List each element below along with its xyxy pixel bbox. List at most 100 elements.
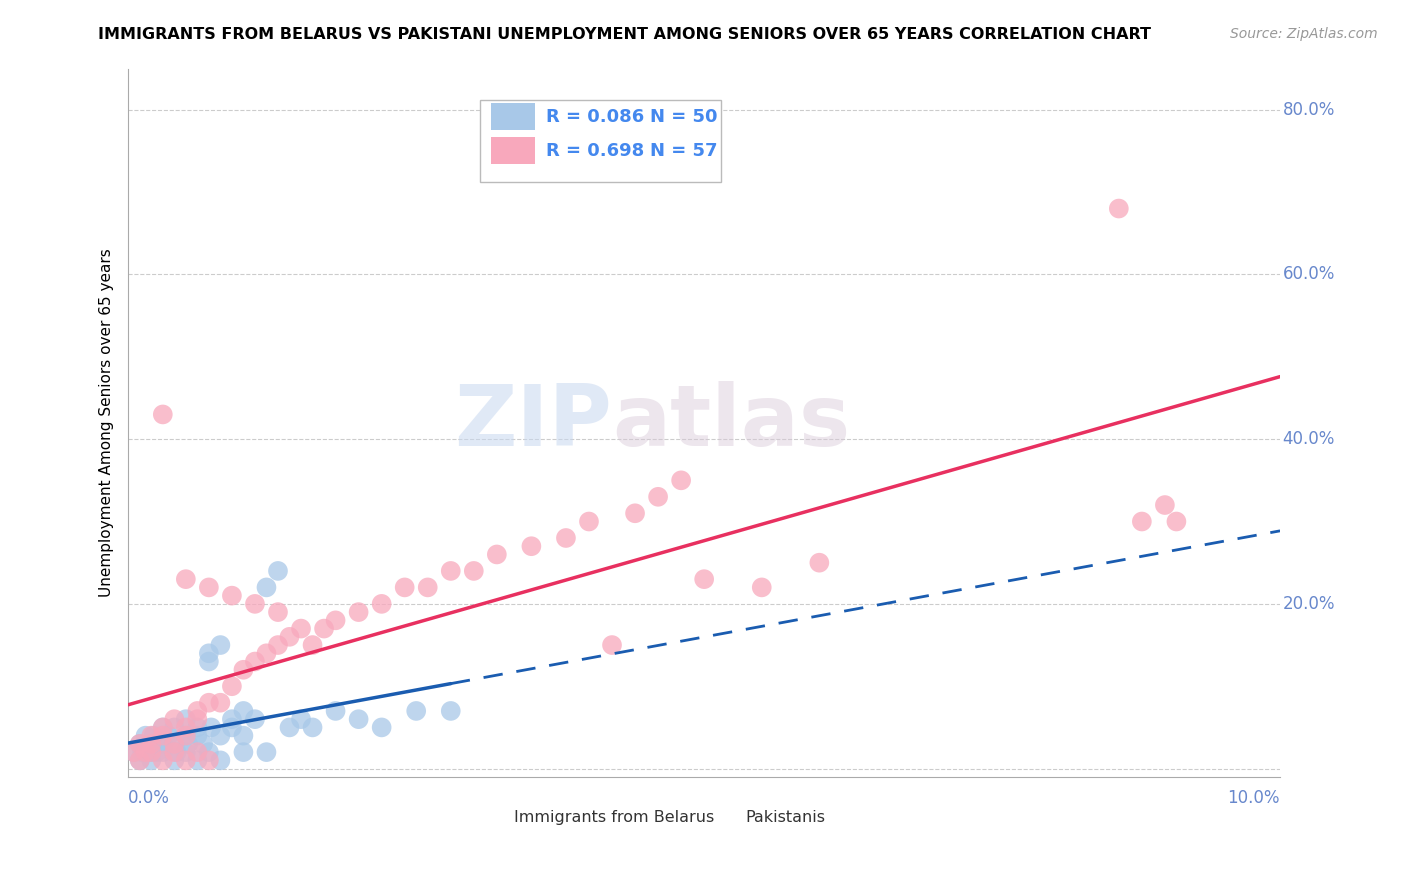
Point (198, 581, 221, 595)
Point (198, 745, 221, 759)
Point (232, 745, 254, 759)
Point (198, 646, 221, 660)
Point (152, 753, 174, 767)
Text: 0.0%: 0.0% (128, 789, 170, 807)
Point (141, 753, 163, 767)
Point (141, 737, 163, 751)
Point (128, 753, 150, 767)
Point (1130, 515, 1153, 529)
Point (141, 745, 163, 759)
Point (693, 572, 716, 586)
Point (209, 729, 232, 743)
Point (174, 753, 197, 767)
Point (751, 581, 773, 595)
Point (463, 564, 485, 578)
Point (174, 572, 197, 586)
FancyBboxPatch shape (491, 137, 534, 164)
Point (152, 720, 174, 734)
Text: 80.0%: 80.0% (1282, 101, 1334, 119)
Point (186, 753, 208, 767)
Point (278, 720, 301, 734)
Text: 10.0%: 10.0% (1227, 789, 1279, 807)
Point (624, 506, 647, 520)
Text: ZIP: ZIP (454, 381, 612, 464)
Point (370, 720, 392, 734)
Point (128, 737, 150, 751)
Text: 60.0%: 60.0% (1282, 266, 1334, 284)
Point (232, 704, 254, 718)
Point (128, 737, 150, 751)
Point (232, 663, 254, 677)
Point (174, 729, 197, 743)
Point (221, 589, 243, 603)
Point (290, 712, 312, 726)
Point (301, 720, 323, 734)
Point (256, 745, 278, 759)
Point (243, 655, 266, 669)
Point (200, 720, 222, 734)
Point (312, 622, 335, 636)
Point (141, 737, 163, 751)
Point (209, 696, 232, 710)
Point (256, 581, 278, 595)
Text: Source: ZipAtlas.com: Source: ZipAtlas.com (1230, 27, 1378, 41)
Point (146, 745, 169, 759)
Point (186, 745, 208, 759)
Point (600, 638, 623, 652)
Point (152, 720, 174, 734)
Point (394, 581, 416, 595)
Point (301, 638, 323, 652)
Text: 20.0%: 20.0% (1282, 595, 1334, 613)
Point (152, 729, 174, 743)
Point (416, 581, 439, 595)
Point (163, 745, 186, 759)
Point (163, 737, 186, 751)
FancyBboxPatch shape (479, 101, 721, 182)
Point (174, 712, 197, 726)
Point (555, 531, 578, 545)
Point (347, 605, 370, 619)
Point (177, 737, 200, 751)
Point (440, 704, 463, 718)
Point (647, 490, 669, 504)
Point (174, 729, 197, 743)
Point (152, 408, 174, 422)
Point (186, 729, 208, 743)
Point (191, 737, 214, 751)
FancyBboxPatch shape (491, 103, 534, 130)
Point (186, 712, 208, 726)
Point (128, 753, 150, 767)
Point (221, 720, 243, 734)
Point (209, 638, 232, 652)
Point (163, 753, 186, 767)
Point (122, 745, 145, 759)
Point (808, 556, 831, 570)
FancyBboxPatch shape (699, 805, 735, 829)
Point (278, 630, 301, 644)
Point (578, 515, 600, 529)
Point (405, 704, 427, 718)
Point (243, 712, 266, 726)
Point (141, 745, 163, 759)
Point (131, 745, 153, 759)
Point (221, 679, 243, 693)
Point (325, 613, 347, 627)
Point (440, 564, 463, 578)
Text: atlas: atlas (612, 381, 851, 464)
Point (163, 737, 186, 751)
Point (186, 720, 208, 734)
Point (669, 473, 692, 487)
Point (347, 712, 370, 726)
Text: N = 50: N = 50 (650, 108, 717, 126)
Text: N = 57: N = 57 (650, 142, 717, 160)
Point (152, 737, 174, 751)
Point (198, 655, 221, 669)
Point (166, 745, 188, 759)
Point (174, 745, 197, 759)
Point (232, 729, 254, 743)
Point (186, 704, 208, 718)
Text: Immigrants from Belarus: Immigrants from Belarus (515, 810, 714, 825)
Point (141, 729, 163, 743)
Point (152, 745, 174, 759)
Point (135, 729, 157, 743)
